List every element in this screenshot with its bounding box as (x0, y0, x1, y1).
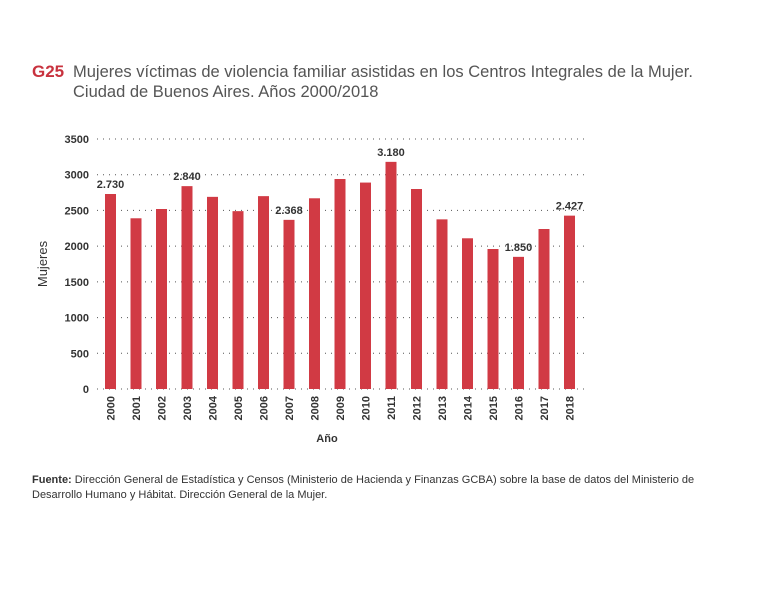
y-tick-label: 3000 (65, 170, 89, 182)
x-tick-label: 2007 (284, 396, 296, 420)
y-tick-label: 3500 (65, 134, 89, 146)
y-axis-title: Mujeres (35, 240, 50, 287)
bar (513, 256, 524, 389)
data-label: 1.850 (505, 242, 533, 254)
bar (334, 179, 346, 389)
bar (207, 196, 218, 389)
x-tick-label: 2018 (565, 396, 577, 420)
x-tick-label: 2009 (335, 396, 347, 420)
figure-code: G25 (32, 62, 65, 81)
title-line-1: Mujeres víctimas de violencia familiar a… (73, 63, 693, 81)
x-tick-label: 2017 (539, 396, 551, 420)
x-tick-label: 2003 (182, 396, 194, 420)
bar (156, 209, 167, 389)
x-tick-label: 2015 (488, 396, 500, 420)
bar-chart: 0 500 1000 1500 2000 2500 3000 3500 2000 2.730 200… (35, 134, 585, 445)
y-tick-label: 0 (83, 384, 89, 396)
source-note: Fuente: Dirección General de Estadística… (32, 473, 732, 503)
x-axis-title: Año (316, 433, 338, 445)
y-tick-label: 1500 (65, 277, 89, 289)
y-tick-label: 500 (71, 348, 89, 360)
bar (181, 186, 193, 389)
bar (487, 249, 499, 389)
x-tick-label: 2001 (131, 396, 143, 420)
bar (130, 218, 142, 389)
x-tick-label: 2002 (157, 396, 169, 420)
data-label: 2.368 (275, 205, 303, 217)
x-tick-label: 2008 (310, 396, 322, 420)
y-tick-label: 1000 (65, 313, 89, 325)
bar (309, 198, 320, 389)
x-tick-label: 2013 (437, 396, 449, 420)
bar (564, 215, 575, 389)
y-tick-label: 2000 (65, 241, 89, 253)
y-tick-label: 2500 (65, 205, 89, 217)
bar (360, 182, 371, 389)
source-text: Dirección General de Estadística y Censo… (32, 474, 695, 501)
bar (411, 189, 422, 389)
bar (385, 161, 397, 389)
x-tick-label: 2012 (412, 396, 424, 420)
data-label: 2.840 (173, 171, 201, 183)
bar (258, 196, 269, 389)
data-label: 2.427 (556, 201, 584, 213)
x-tick-label: 2004 (208, 395, 220, 420)
source-label: Fuente: (32, 474, 72, 486)
title-line-2: Ciudad de Buenos Aires. Años 2000/2018 (73, 83, 379, 101)
x-tick-label: 2011 (386, 396, 398, 420)
bar (232, 211, 244, 389)
bar (538, 229, 550, 389)
x-tick-label: 2006 (259, 396, 271, 420)
data-label: 2.730 (97, 179, 125, 191)
bar (105, 194, 116, 389)
bar (436, 219, 448, 389)
x-tick-label: 2016 (514, 396, 526, 420)
x-tick-label: 2014 (463, 395, 475, 420)
x-tick-label: 2000 (106, 396, 118, 420)
x-tick-label: 2010 (361, 396, 373, 420)
bar (462, 238, 473, 389)
bar (283, 219, 295, 389)
data-label: 3.180 (377, 147, 405, 159)
chart-title: Mujeres víctimas de violencia familiar a… (73, 62, 733, 102)
x-tick-label: 2005 (233, 396, 245, 420)
